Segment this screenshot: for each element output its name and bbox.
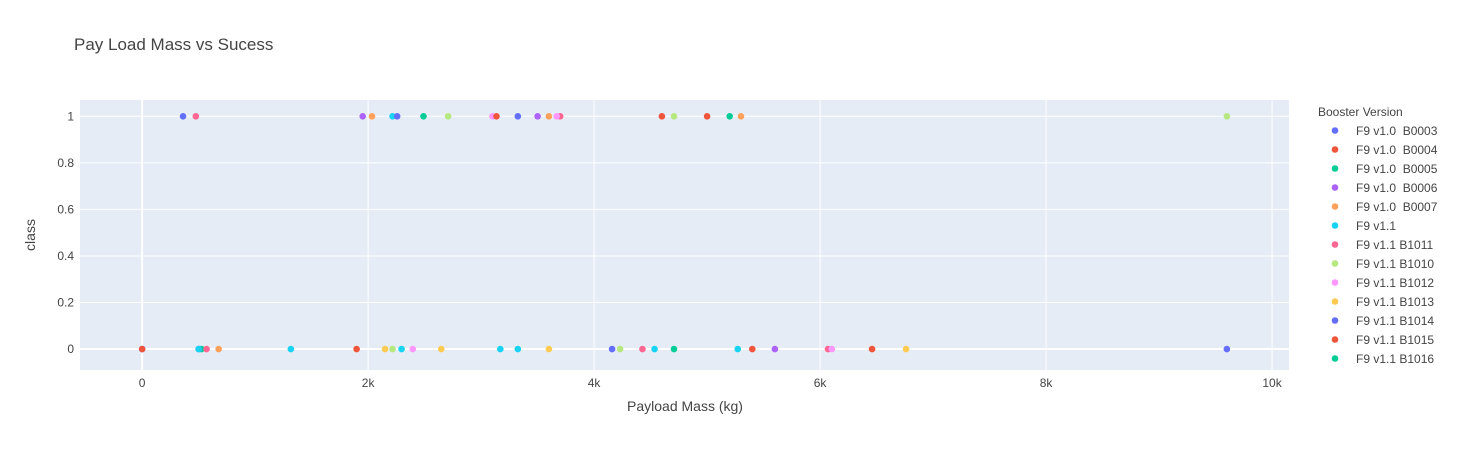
data-point	[1223, 345, 1231, 353]
data-point	[389, 345, 396, 353]
data-point	[138, 345, 146, 353]
data-point	[393, 112, 401, 120]
data-point	[828, 345, 836, 353]
data-point	[616, 345, 624, 353]
x-tick-label: 10k	[1262, 376, 1282, 390]
y-tick-label: 0.8	[57, 156, 74, 170]
legend-marker	[1331, 241, 1339, 248]
y-tick-label: 1	[67, 109, 74, 123]
legend-label: F9 v1.0 B0005	[1356, 162, 1438, 176]
legend-marker	[1331, 298, 1339, 305]
chart-title: Pay Load Mass vs Sucess	[74, 35, 273, 54]
legend-marker	[1331, 203, 1339, 210]
legend-marker	[1331, 336, 1339, 343]
legend-items: F9 v1.0 B0003 F9 v1.0 B0004 F9 v1.0 B0005 F…	[1331, 124, 1438, 366]
legend-label: F9 v1.1	[1356, 219, 1396, 233]
data-point	[437, 345, 445, 353]
legend-label: F9 v1.0 B0006	[1356, 181, 1438, 195]
data-point	[553, 112, 561, 120]
x-tick-label: 6k	[814, 376, 828, 390]
x-tick-label: 2k	[362, 376, 376, 390]
legend-marker	[1331, 222, 1339, 229]
legend-label: F9 v1.0 B0003	[1356, 124, 1438, 138]
y-tick-label: 0.6	[57, 202, 74, 216]
data-point	[420, 112, 427, 120]
legend-label: F9 v1.1 B1016	[1356, 352, 1434, 366]
data-point	[359, 112, 367, 120]
data-point	[192, 112, 200, 120]
legend-title: Booster Version	[1318, 105, 1403, 119]
legend-label: F9 v1.1 B1014	[1356, 314, 1434, 328]
data-point	[398, 345, 405, 353]
y-tick-label: 0.4	[57, 249, 74, 263]
data-point	[670, 345, 678, 353]
legend-label: F9 v1.1 B1015	[1356, 333, 1434, 347]
legend-label: F9 v1.1 B1012	[1356, 276, 1434, 290]
data-point	[497, 345, 504, 353]
legend-label: F9 v1.1 B1011	[1356, 238, 1433, 252]
data-point	[215, 345, 222, 353]
data-point	[389, 112, 396, 120]
x-tick-label: 0	[139, 376, 146, 390]
legend-marker	[1331, 127, 1339, 134]
data-point	[203, 345, 210, 353]
data-point	[726, 112, 733, 120]
data-point	[179, 112, 187, 120]
legend-marker	[1331, 260, 1339, 267]
legend-marker	[1331, 184, 1339, 191]
data-point	[368, 112, 376, 120]
legend-marker	[1331, 165, 1339, 172]
data-point	[195, 345, 202, 353]
data-point	[514, 112, 522, 120]
data-point	[651, 345, 658, 353]
plot-background	[80, 100, 1289, 370]
data-point	[658, 112, 666, 120]
data-point	[771, 345, 779, 353]
x-tick-label: 8k	[1040, 376, 1054, 390]
tick-labels: 0 2k 4k 6k 8k 10k 0 0.2 0.4 0.6 0.8 1	[57, 109, 1282, 390]
data-point	[902, 345, 910, 353]
legend-label: F9 v1.1 B1010	[1356, 257, 1434, 271]
data-point	[545, 112, 553, 120]
data-point	[493, 112, 500, 120]
y-tick-label: 0	[67, 342, 74, 356]
legend-label: F9 v1.1 B1013	[1356, 295, 1434, 309]
legend-marker	[1331, 146, 1339, 153]
y-tick-label: 0.2	[57, 296, 74, 310]
data-point	[444, 112, 452, 120]
data-point	[703, 112, 711, 120]
legend-label: F9 v1.0 B0007	[1356, 200, 1438, 214]
grid-lines	[80, 100, 1289, 370]
data-point	[670, 112, 678, 120]
legend-marker	[1331, 355, 1339, 362]
data-point	[1223, 112, 1231, 120]
data-point	[514, 345, 522, 353]
data-point	[409, 345, 417, 353]
data-point	[287, 345, 295, 353]
data-point	[868, 345, 876, 353]
legend-label: F9 v1.0 B0004	[1356, 143, 1438, 157]
data-point	[534, 112, 541, 120]
data-point	[639, 345, 646, 353]
data-point	[737, 112, 745, 120]
legend-marker	[1331, 279, 1339, 286]
data-point	[545, 345, 553, 353]
data-point	[608, 345, 616, 353]
data-points	[138, 112, 1231, 353]
legend-marker	[1331, 317, 1339, 324]
data-point	[381, 345, 389, 353]
data-point	[353, 345, 360, 353]
y-axis-title: class	[22, 219, 38, 251]
data-point	[748, 345, 756, 353]
x-tick-label: 4k	[588, 376, 602, 390]
x-axis-title: Payload Mass (kg)	[627, 398, 743, 414]
data-point	[734, 345, 742, 353]
